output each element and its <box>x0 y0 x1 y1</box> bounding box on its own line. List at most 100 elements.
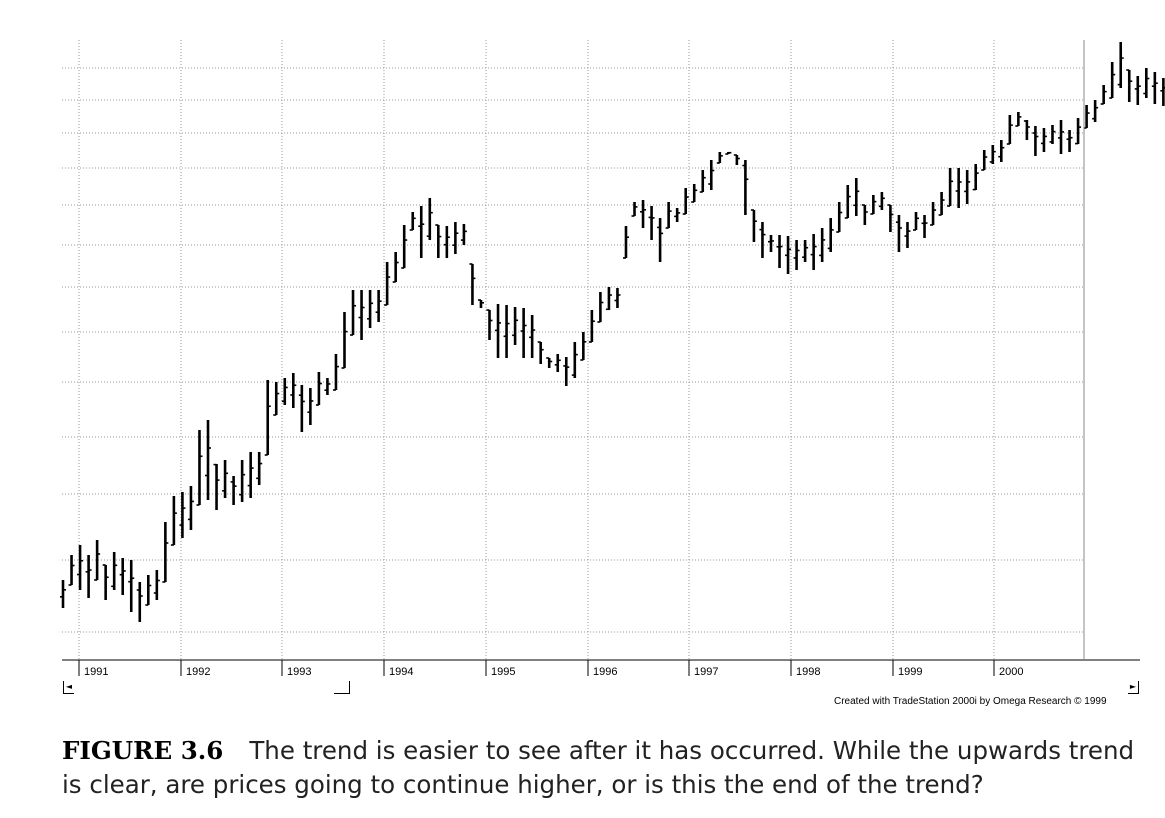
price-bar <box>776 235 783 268</box>
price-bar <box>1066 130 1073 152</box>
price-bar <box>913 212 919 231</box>
x-tick-label: 2000 <box>999 666 1023 678</box>
price-bar <box>264 380 271 456</box>
price-bar <box>307 388 314 425</box>
price-bar <box>1092 100 1099 122</box>
price-bar <box>94 540 101 581</box>
x-tick-label: 1992 <box>186 666 210 678</box>
price-bar <box>546 357 553 368</box>
price-bar <box>554 354 561 372</box>
price-chart: 1991 1992 1993 1994 1995 1996 1997 1998 1999 2000 <box>60 40 1165 678</box>
price-bar <box>111 552 118 590</box>
price-bar <box>1032 126 1039 156</box>
price-bar <box>247 452 254 498</box>
tradestation-credit: Created with TradeStation 2000i by Omega… <box>834 696 1107 707</box>
price-bar <box>77 545 84 590</box>
price-bar <box>239 460 246 502</box>
price-bar <box>128 560 135 612</box>
price-bar <box>631 202 638 217</box>
price-bar <box>827 218 834 252</box>
price-bar <box>1134 76 1141 105</box>
price-bar <box>170 496 177 546</box>
price-bar <box>179 492 186 538</box>
price-bar <box>409 212 416 231</box>
price-bar <box>102 564 109 600</box>
x-tick-label: 1998 <box>796 666 820 678</box>
price-bar <box>495 304 502 358</box>
price-bar <box>588 310 595 343</box>
price-bar <box>401 225 408 269</box>
scroll-thumb[interactable] <box>334 681 350 694</box>
price-bar <box>691 184 698 203</box>
price-bar <box>486 309 493 340</box>
price-bar <box>563 357 570 386</box>
price-bar <box>1023 120 1030 140</box>
price-bar <box>392 252 399 283</box>
price-bar <box>375 290 382 322</box>
price-bar <box>785 236 792 274</box>
price-bar <box>742 160 749 215</box>
price-bar <box>819 228 826 262</box>
price-bar <box>537 341 544 364</box>
price-bar <box>341 312 348 369</box>
x-tick-label: 1997 <box>694 666 718 678</box>
price-bar <box>145 575 152 606</box>
price-bar <box>512 307 519 345</box>
price-bar <box>955 168 962 208</box>
price-bar <box>878 192 885 210</box>
price-bar <box>716 152 723 164</box>
price-bar <box>213 463 220 510</box>
price-bar <box>324 378 331 395</box>
price-bar <box>1126 69 1133 102</box>
price-bar <box>350 290 357 336</box>
price-bar <box>520 308 527 358</box>
price-bar <box>315 372 322 406</box>
price-bar <box>256 452 263 485</box>
price-bar <box>947 168 954 207</box>
price-bar <box>998 140 1005 162</box>
price-bar <box>640 200 647 228</box>
price-bar <box>332 354 339 391</box>
price-bar <box>1058 120 1065 154</box>
x-tick-label: 1994 <box>389 666 413 678</box>
price-bar <box>477 299 484 308</box>
price-bar <box>921 215 928 238</box>
price-bar <box>469 263 476 305</box>
x-tick-label: 1993 <box>287 666 311 678</box>
figure-label: FIGURE 3.6 <box>62 736 224 765</box>
price-bar <box>938 192 945 216</box>
price-bar <box>725 151 732 155</box>
price-bar <box>1117 42 1124 88</box>
price-bar <box>733 154 740 165</box>
price-bar <box>1006 115 1013 145</box>
price-bar <box>1040 128 1047 152</box>
price-bar <box>503 305 510 358</box>
price-bar <box>384 262 391 306</box>
price-bar <box>273 382 280 416</box>
scroll-right-button[interactable]: ► <box>1128 681 1139 694</box>
price-bar <box>972 164 979 191</box>
price-bar <box>708 160 715 190</box>
price-bar <box>205 420 212 500</box>
price-bar <box>597 292 604 323</box>
price-bar <box>1151 72 1158 104</box>
x-tick-label: 1991 <box>84 666 108 678</box>
figure-caption: FIGURE 3.6 The trend is easier to see aft… <box>62 734 1142 802</box>
price-bar <box>674 208 681 222</box>
price-bar <box>136 582 143 622</box>
price-bar <box>580 332 587 361</box>
scroll-left-button[interactable]: ◄ <box>63 681 74 694</box>
price-bar <box>1143 68 1150 98</box>
price-bar <box>682 188 689 215</box>
figure-caption-text: The trend is easier to see after it has … <box>62 736 1135 799</box>
price-bar <box>85 555 92 598</box>
price-bar <box>648 206 655 240</box>
price-bar <box>767 235 774 252</box>
price-bar <box>930 202 937 226</box>
price-bar <box>1100 85 1107 105</box>
price-bar <box>571 342 578 378</box>
price-bar <box>802 240 809 262</box>
price-bar <box>222 460 229 498</box>
x-axis-ticks: 1991 1992 1993 1994 1995 1996 1997 1998 1999 2000 <box>78 660 1023 678</box>
price-bar <box>793 240 800 270</box>
